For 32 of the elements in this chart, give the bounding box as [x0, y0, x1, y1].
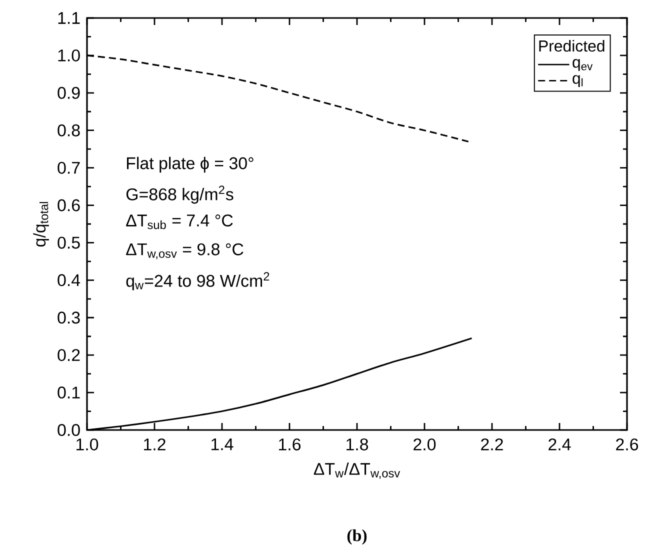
- x-tick-label: 2.0: [414, 438, 436, 450]
- x-tick-label: 1.2: [144, 438, 166, 450]
- legend-title: Predicted: [539, 40, 604, 52]
- y-tick-label: 0.4: [58, 274, 80, 286]
- x-tick-label: 2.4: [548, 438, 571, 450]
- annotation: G=868 kg/m$^{2}$s: [126, 186, 234, 204]
- y-tick-label: 0.7: [58, 162, 80, 174]
- annotation: ΔT$_{sub}$ = 7.4 °C: [126, 214, 233, 230]
- x-tick-label: 1.6: [279, 438, 301, 450]
- x-tick-label: 1.8: [346, 438, 368, 450]
- y-tick-label: 0.6: [58, 199, 80, 212]
- x-axis-title: ΔT$_{w}$/ΔT$_{w,osv}$: [314, 462, 400, 479]
- x-tick-label: 2.6: [616, 438, 638, 450]
- y-tick-label: 0.5: [58, 236, 80, 249]
- annotation: Flat plate ϕ = 30°: [126, 156, 254, 173]
- x-tick-label: 1.4: [212, 438, 234, 450]
- legend-label: q$_{l}$: [572, 75, 583, 88]
- y-tick-label: 0.0: [58, 424, 80, 436]
- y-tick-label: 0.8: [58, 124, 80, 136]
- y-tick-label: 0.1: [58, 386, 80, 399]
- y-axis-title: q/q$_{total}$: [33, 202, 49, 247]
- y-tick-label: 0.2: [58, 349, 80, 362]
- y-tick-label: 0.9: [58, 86, 80, 99]
- y-tick-label: 1.0: [58, 49, 80, 62]
- legend-label: q$_{ev}$: [572, 59, 593, 71]
- y-tick-label: 0.3: [58, 312, 80, 324]
- y-tick-label: 1.1: [58, 12, 80, 24]
- annotation: q$_{w}$=24 to 98 W/cm$^{2}$: [126, 272, 270, 290]
- text: (b): [347, 529, 367, 545]
- x-tick-label: 1.0: [76, 438, 98, 450]
- annotation: ΔT$_{w,osv}$ = 9.8 °C: [126, 243, 244, 260]
- x-tick-label: 2.2: [481, 438, 503, 450]
